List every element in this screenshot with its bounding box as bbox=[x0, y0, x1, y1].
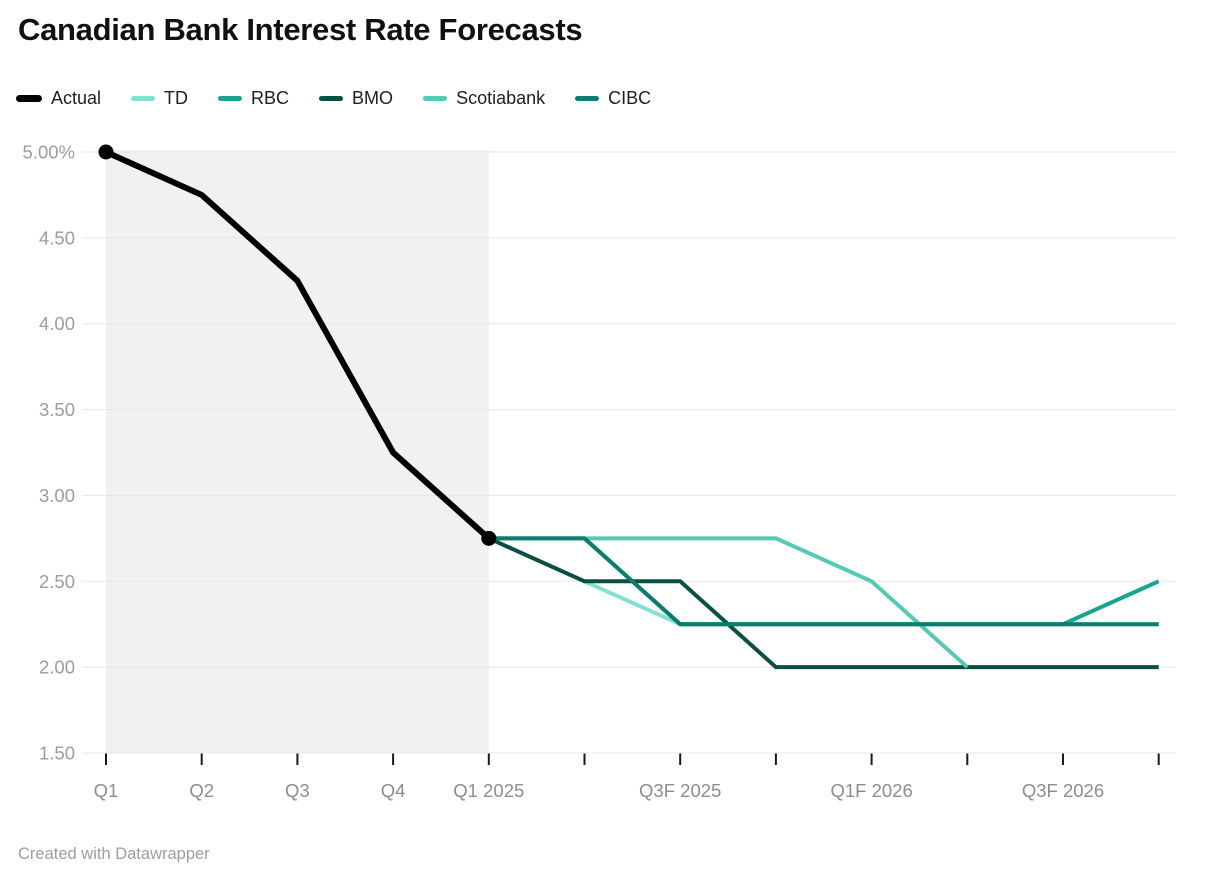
legend-swatch-rbc bbox=[218, 96, 243, 101]
y-tick-label: 1.50 bbox=[39, 742, 75, 763]
x-tick-label: Q4 bbox=[381, 780, 406, 801]
y-tick-label: 4.00 bbox=[39, 313, 75, 334]
legend-item-td: TD bbox=[131, 88, 188, 109]
x-tick-label: Q1 2025 bbox=[453, 780, 524, 801]
series-endpoint-dot-actual bbox=[98, 144, 114, 160]
chart-title: Canadian Bank Interest Rate Forecasts bbox=[18, 12, 583, 47]
legend-item-scotiabank: Scotiabank bbox=[423, 88, 545, 109]
x-tick-label: Q2 bbox=[189, 780, 214, 801]
x-tick-label: Q3F 2026 bbox=[1022, 780, 1104, 801]
series-endpoint-dot-actual bbox=[481, 530, 497, 546]
x-tick-label: Q3 bbox=[285, 780, 310, 801]
x-tick-label: Q3F 2025 bbox=[639, 780, 721, 801]
legend-label: RBC bbox=[251, 88, 290, 108]
legend-label: Actual bbox=[51, 88, 102, 108]
legend-label: Scotiabank bbox=[456, 88, 546, 108]
legend-swatch-actual bbox=[16, 95, 42, 102]
x-tick-label: Q1 bbox=[94, 780, 119, 801]
series-line-scotiabank bbox=[488, 536, 969, 669]
history-shaded-region bbox=[106, 150, 489, 753]
y-tick-label: 3.50 bbox=[39, 399, 75, 420]
legend-label: CIBC bbox=[608, 88, 652, 108]
attribution-text: Created with Datawrapper bbox=[18, 845, 210, 863]
y-tick-label: 3.00 bbox=[39, 485, 75, 506]
legend-swatch-scotiabank bbox=[423, 96, 448, 101]
legend-swatch-cibc bbox=[575, 96, 600, 101]
y-tick-label: 2.50 bbox=[39, 571, 75, 592]
y-tick-label: 4.50 bbox=[39, 227, 75, 248]
y-tick-label: 2.00 bbox=[39, 657, 75, 678]
legend-item-actual: Actual bbox=[16, 88, 101, 109]
x-tick-label: Q1F 2026 bbox=[830, 780, 912, 801]
legend-swatch-bmo bbox=[319, 96, 344, 101]
legend-item-rbc: RBC bbox=[218, 88, 289, 109]
legend-item-bmo: BMO bbox=[319, 88, 393, 109]
legend-swatch-td bbox=[131, 96, 156, 101]
legend-item-cibc: CIBC bbox=[575, 88, 651, 109]
legend-label: BMO bbox=[352, 88, 394, 108]
series-line-bmo bbox=[487, 536, 1159, 670]
series-line-cibc bbox=[488, 536, 1159, 627]
y-tick-label: 5.00% bbox=[23, 142, 75, 163]
series-line-actual bbox=[104, 149, 491, 541]
legend-label: TD bbox=[164, 88, 189, 108]
chart-legend: Actual TD RBC BMO Scotiabank CIBC bbox=[16, 88, 651, 109]
